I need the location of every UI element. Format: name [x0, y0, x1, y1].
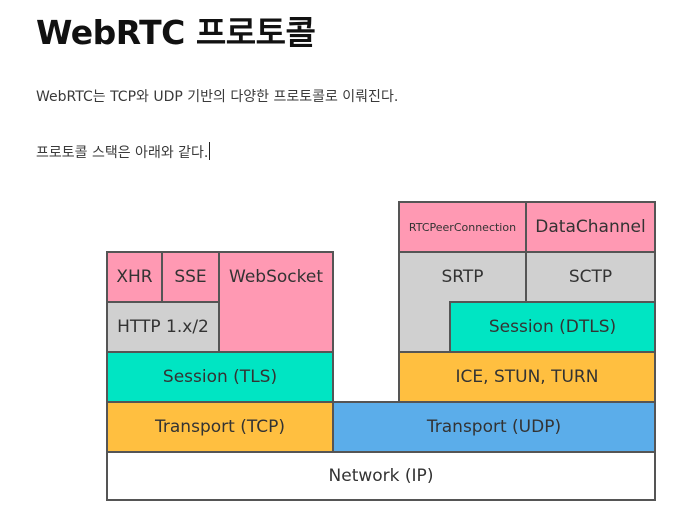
layer-session-dtls: Session (DTLS) [449, 301, 656, 353]
layer-sctp: SCTP [525, 251, 656, 303]
layer-rtcpeerconnection: RTCPeerConnection [398, 201, 527, 253]
layer-transport-tcp: Transport (TCP) [106, 401, 334, 453]
stack-text: 프로토콜 스택은 아래와 같다. [36, 145, 209, 161]
page-title: WebRTC 프로토콜 [36, 13, 316, 52]
text-cursor [209, 142, 211, 160]
layer-network-ip: Network (IP) [106, 451, 656, 501]
layer-xhr: XHR [106, 251, 163, 303]
layer-websocket: WebSocket [218, 251, 334, 353]
layer-datachannel: DataChannel [525, 201, 656, 253]
layer-transport-udp: Transport (UDP) [332, 401, 656, 453]
layer-session-tls: Session (TLS) [106, 351, 334, 403]
intro-text: WebRTC는 TCP와 UDP 기반의 다양한 프로토콜로 이뤄진다. [36, 89, 399, 105]
layer-ice-stun-turn: ICE, STUN, TURN [398, 351, 656, 403]
layer-sse: SSE [161, 251, 220, 303]
layer-http: HTTP 1.x/2 [106, 301, 220, 353]
stack-paragraph: 프로토콜 스택은 아래와 같다. [36, 142, 211, 162]
intro-paragraph: WebRTC는 TCP와 UDP 기반의 다양한 프로토콜로 이뤄진다. [36, 86, 398, 106]
